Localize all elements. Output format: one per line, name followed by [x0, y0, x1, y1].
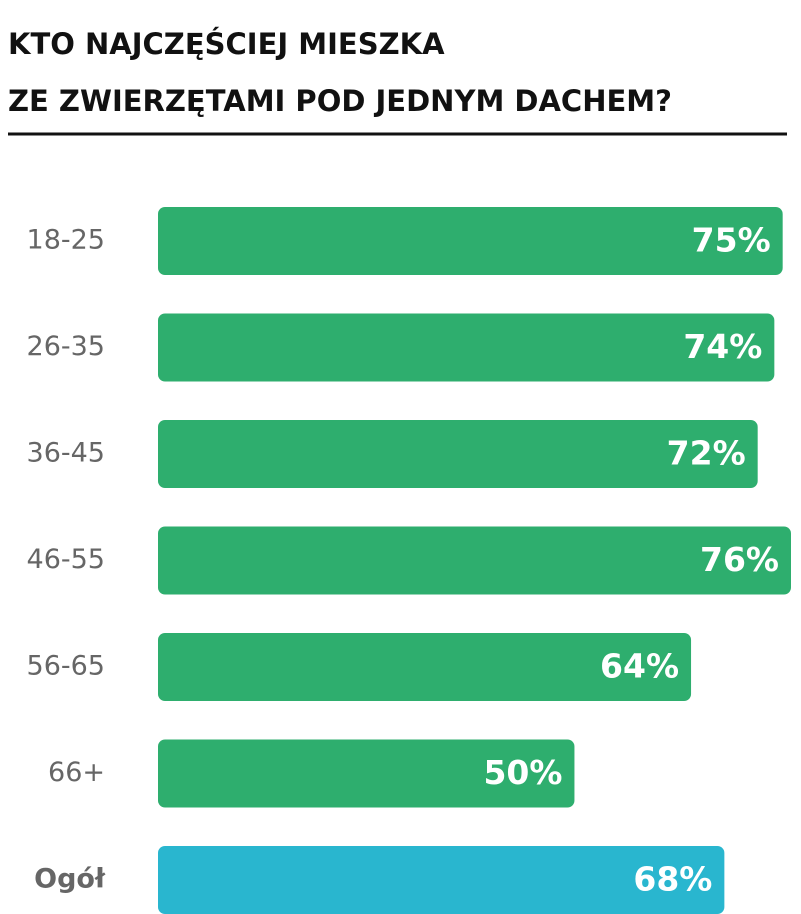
category-label: Ogół [34, 864, 106, 895]
category-label: 18-25 [27, 225, 105, 256]
value-label: 50% [483, 753, 562, 792]
category-label: 46-55 [27, 544, 105, 575]
bar [158, 739, 575, 808]
value-label: 75% [692, 221, 771, 260]
bar [158, 207, 783, 275]
value-label: 76% [700, 540, 779, 579]
value-label: 68% [633, 860, 712, 899]
bar [158, 846, 725, 914]
bar [158, 313, 775, 382]
value-label: 64% [600, 647, 679, 686]
category-label: 66+ [48, 757, 105, 788]
value-label: 72% [667, 434, 746, 473]
bar [158, 420, 758, 488]
bar [158, 526, 791, 595]
chart-title: ZE ZWIERZĘTAMI POD JEDNYM DACHEM? [8, 84, 672, 118]
bar [158, 633, 692, 701]
category-label: 26-35 [27, 331, 105, 362]
value-label: 74% [683, 327, 762, 366]
category-label: 56-65 [27, 651, 105, 682]
chart-title: KTO NAJCZĘŚCIEJ MIESZKA [8, 27, 445, 61]
category-label: 36-45 [27, 438, 105, 469]
